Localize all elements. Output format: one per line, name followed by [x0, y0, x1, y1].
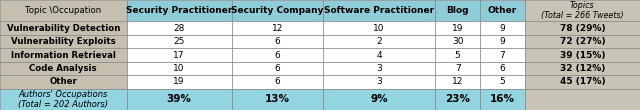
- Bar: [480, 0, 525, 21]
- Bar: [480, 48, 525, 62]
- Bar: [525, 35, 640, 48]
- Text: Code Analysis: Code Analysis: [29, 64, 97, 73]
- Text: 5: 5: [455, 50, 460, 60]
- Text: Topics
(Total = 266 Tweets): Topics (Total = 266 Tweets): [541, 1, 624, 20]
- Text: Authors' Occupations
(Total = 202 Authors): Authors' Occupations (Total = 202 Author…: [19, 90, 108, 109]
- Bar: [525, 89, 640, 110]
- Text: Vulnerability Exploits: Vulnerability Exploits: [11, 37, 116, 46]
- Bar: [525, 21, 640, 35]
- Bar: [525, 75, 640, 89]
- Bar: [435, 35, 480, 48]
- Text: 9: 9: [500, 24, 505, 33]
- Bar: [127, 89, 232, 110]
- Bar: [232, 62, 323, 75]
- Bar: [435, 0, 480, 21]
- Text: 45 (17%): 45 (17%): [559, 77, 605, 86]
- Text: Information Retrieval: Information Retrieval: [11, 50, 116, 60]
- Bar: [525, 62, 640, 75]
- Text: 72 (27%): 72 (27%): [559, 37, 605, 46]
- Text: 25: 25: [173, 37, 185, 46]
- Text: 19: 19: [173, 77, 185, 86]
- Bar: [0, 35, 127, 48]
- Bar: [127, 48, 232, 62]
- Bar: [435, 62, 480, 75]
- Bar: [127, 21, 232, 35]
- Text: Software Practitioner: Software Practitioner: [324, 6, 434, 15]
- Bar: [480, 21, 525, 35]
- Bar: [0, 48, 127, 62]
- Text: 32 (12%): 32 (12%): [560, 64, 605, 73]
- Bar: [480, 75, 525, 89]
- Bar: [480, 35, 525, 48]
- Bar: [480, 89, 525, 110]
- Bar: [232, 35, 323, 48]
- Text: 13%: 13%: [265, 94, 290, 104]
- Bar: [323, 62, 435, 75]
- Text: 6: 6: [275, 37, 280, 46]
- Bar: [0, 21, 127, 35]
- Text: Vulnerability Detection: Vulnerability Detection: [6, 24, 120, 33]
- Bar: [525, 48, 640, 62]
- Text: Blog: Blog: [446, 6, 469, 15]
- Bar: [127, 35, 232, 48]
- Text: 7: 7: [500, 50, 505, 60]
- Text: 9%: 9%: [370, 94, 388, 104]
- Text: Other: Other: [488, 6, 517, 15]
- Bar: [435, 21, 480, 35]
- Bar: [0, 0, 127, 21]
- Text: 3: 3: [376, 64, 382, 73]
- Bar: [525, 0, 640, 21]
- Text: 9: 9: [500, 37, 505, 46]
- Bar: [232, 75, 323, 89]
- Text: 2: 2: [376, 37, 382, 46]
- Text: 6: 6: [275, 64, 280, 73]
- Text: 6: 6: [275, 77, 280, 86]
- Bar: [435, 48, 480, 62]
- Bar: [323, 0, 435, 21]
- Bar: [435, 89, 480, 110]
- Text: 17: 17: [173, 50, 185, 60]
- Text: 7: 7: [455, 64, 460, 73]
- Bar: [323, 35, 435, 48]
- Text: 5: 5: [500, 77, 505, 86]
- Bar: [127, 62, 232, 75]
- Bar: [127, 75, 232, 89]
- Text: 23%: 23%: [445, 94, 470, 104]
- Text: 10: 10: [373, 24, 385, 33]
- Bar: [232, 0, 323, 21]
- Bar: [323, 48, 435, 62]
- Bar: [232, 48, 323, 62]
- Text: Security Practitioner: Security Practitioner: [126, 6, 232, 15]
- Text: 12: 12: [271, 24, 283, 33]
- Text: 6: 6: [275, 50, 280, 60]
- Bar: [0, 62, 127, 75]
- Text: 16%: 16%: [490, 94, 515, 104]
- Text: 28: 28: [173, 24, 185, 33]
- Text: 10: 10: [173, 64, 185, 73]
- Bar: [480, 62, 525, 75]
- Bar: [127, 0, 232, 21]
- Bar: [232, 21, 323, 35]
- Bar: [323, 75, 435, 89]
- Bar: [435, 75, 480, 89]
- Text: 3: 3: [376, 77, 382, 86]
- Bar: [0, 75, 127, 89]
- Text: 78 (29%): 78 (29%): [559, 24, 605, 33]
- Text: 4: 4: [376, 50, 382, 60]
- Text: 39 (15%): 39 (15%): [559, 50, 605, 60]
- Text: Security Company: Security Company: [231, 6, 324, 15]
- Text: Topic \Occupation: Topic \Occupation: [25, 6, 101, 15]
- Bar: [323, 21, 435, 35]
- Bar: [323, 89, 435, 110]
- Text: 6: 6: [500, 64, 505, 73]
- Text: 19: 19: [452, 24, 463, 33]
- Text: 12: 12: [452, 77, 463, 86]
- Bar: [232, 89, 323, 110]
- Text: Other: Other: [49, 77, 77, 86]
- Text: 39%: 39%: [167, 94, 191, 104]
- Bar: [0, 89, 127, 110]
- Text: 30: 30: [452, 37, 463, 46]
